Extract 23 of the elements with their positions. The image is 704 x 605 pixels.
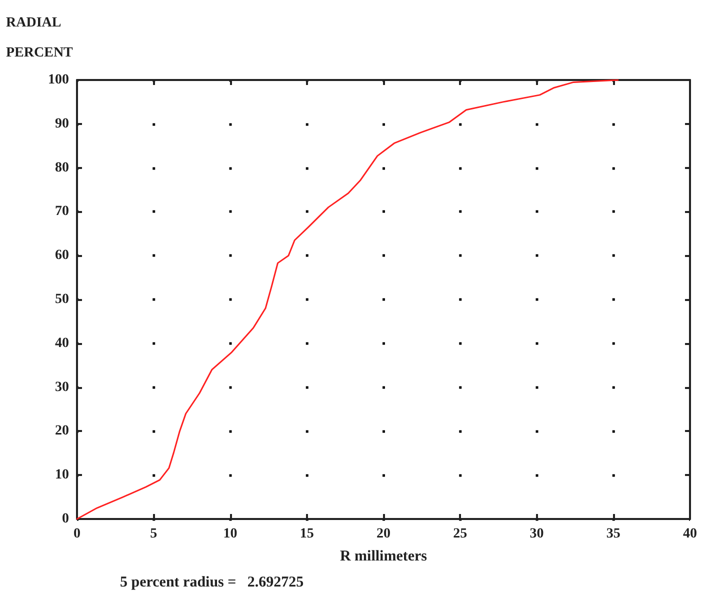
x-tick-label: 5 bbox=[150, 526, 158, 542]
x-tick-label: 30 bbox=[530, 526, 544, 542]
x-tick-label: 0 bbox=[74, 526, 80, 542]
y-tick-label: 80 bbox=[55, 160, 69, 176]
y-tick-label: 100 bbox=[48, 72, 69, 88]
y-tick-label: 60 bbox=[55, 248, 69, 264]
x-tick-label: 20 bbox=[376, 526, 390, 542]
text: 5 percent radius = 2.692725 bbox=[120, 574, 304, 590]
y-tick-label: 50 bbox=[55, 292, 69, 307]
x-axis-title: R millimeters bbox=[340, 548, 428, 564]
y-axis-title: RADIAL PERCENT bbox=[6, 16, 74, 60]
y-tick-label: 20 bbox=[55, 424, 69, 439]
y-tick-label: 90 bbox=[55, 116, 69, 132]
y-tick-label: 30 bbox=[55, 380, 69, 395]
y-tick-label: 70 bbox=[55, 204, 69, 220]
x-tick-label: 25 bbox=[453, 526, 468, 542]
y-tick-label: 40 bbox=[55, 336, 69, 351]
x-tick-label: 15 bbox=[300, 526, 314, 542]
y-tick-label: 0 bbox=[62, 512, 69, 526]
y-tick-label: 10 bbox=[55, 468, 69, 483]
x-tick-label: 10 bbox=[223, 526, 238, 542]
x-tick-label: 40 bbox=[683, 526, 697, 542]
x-tick-label: 35 bbox=[606, 526, 620, 542]
